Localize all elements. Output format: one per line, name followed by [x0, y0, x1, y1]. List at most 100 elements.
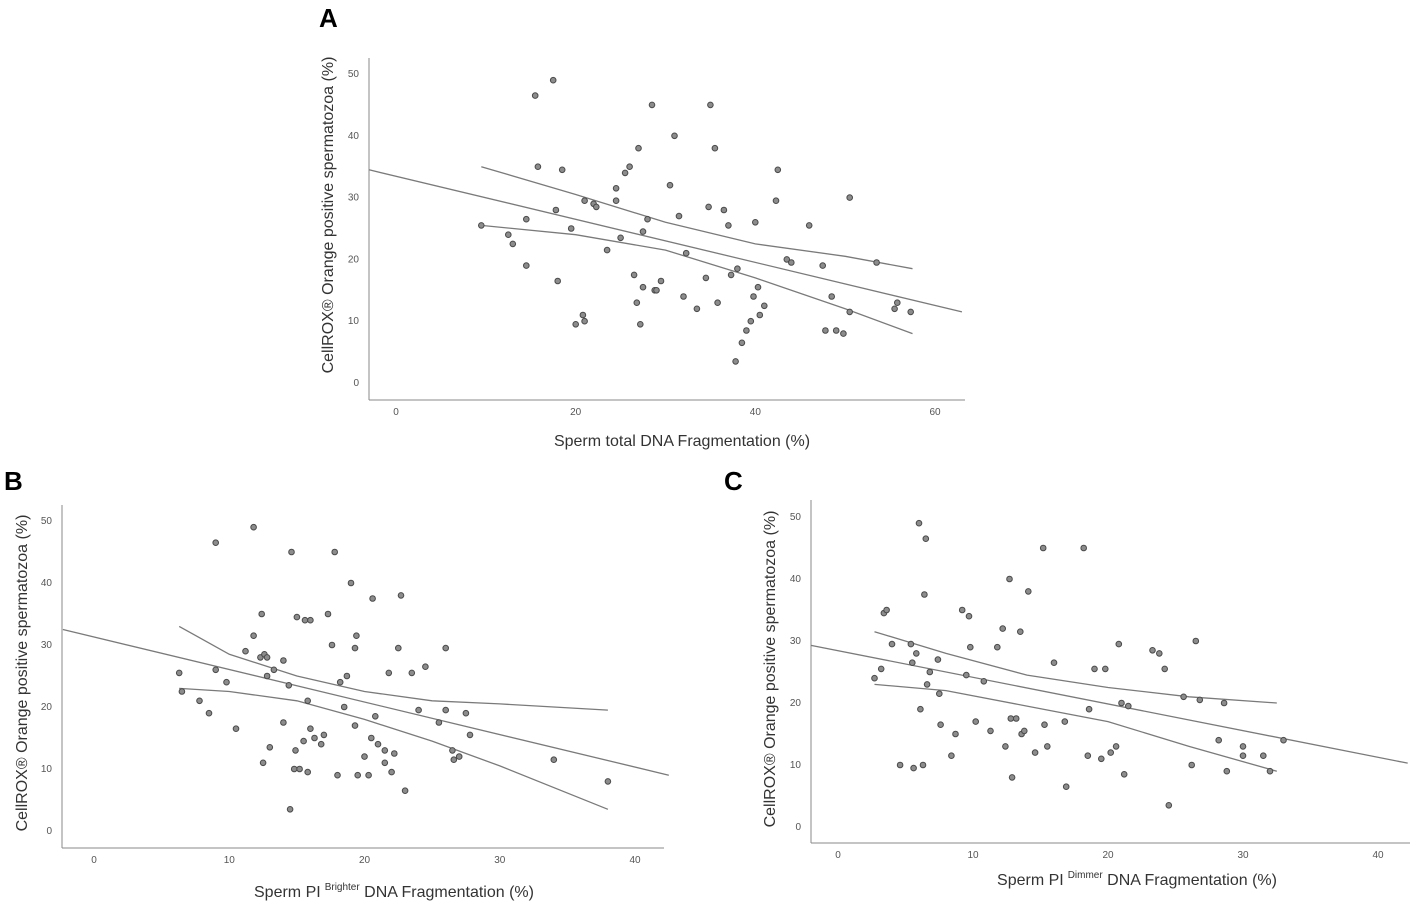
y-tick-label: 30 [790, 636, 802, 647]
data-point [922, 535, 930, 543]
data-point [1031, 749, 1039, 756]
data-point [304, 768, 312, 776]
data-point [871, 674, 878, 682]
data-point [340, 703, 348, 711]
data-point [334, 771, 341, 779]
data-point [1156, 650, 1163, 657]
y-tick-label: 50 [41, 516, 53, 527]
data-point [666, 181, 674, 189]
confidence-band [481, 166, 913, 335]
y-tick-label: 40 [348, 131, 360, 142]
x-label-main: Sperm PI [254, 884, 321, 901]
data-point [1118, 699, 1125, 707]
data-point [175, 669, 183, 677]
data-point [466, 731, 474, 739]
data-point [888, 640, 896, 648]
data-point [994, 643, 1001, 651]
axes [61, 505, 664, 849]
data-point [1007, 715, 1015, 722]
data-point [774, 166, 782, 174]
data-point [550, 756, 558, 764]
data-point [1091, 665, 1098, 673]
panel-letter: C [724, 466, 743, 496]
data-point [250, 632, 257, 640]
data-point [738, 339, 746, 347]
data-point [917, 705, 924, 713]
ci-lower-curve [179, 687, 609, 810]
data-point [280, 719, 287, 726]
data-point [1002, 743, 1009, 750]
x-tick-label: 0 [393, 407, 399, 418]
data-point [948, 752, 955, 760]
data-point [462, 709, 470, 717]
data-point [311, 734, 318, 742]
data-point [1280, 736, 1287, 744]
axes [810, 500, 1410, 844]
data-point [374, 740, 382, 748]
data-point [734, 265, 741, 273]
data-point [317, 740, 325, 748]
data-point [178, 688, 186, 695]
data-point [805, 222, 813, 229]
x-label-tail: DNA Fragmentation (%) [1103, 872, 1277, 889]
data-point [361, 753, 368, 760]
data-point [675, 212, 683, 220]
data-point [1084, 752, 1092, 760]
data-point [630, 271, 638, 279]
panel-b: B 0 10 20 30 40 50 0 10 20 30 40 Sperm PI Brighter… [4, 466, 669, 901]
data-point [1039, 544, 1047, 552]
data-point [307, 725, 314, 733]
x-label-superscript: Brighter [325, 882, 361, 893]
data-point [1223, 767, 1231, 775]
data-point [1107, 749, 1114, 756]
data-point [534, 163, 542, 170]
data-point [263, 672, 271, 680]
data-point [743, 327, 750, 334]
data-point [1012, 715, 1020, 722]
data-point [707, 101, 714, 109]
fit-line [62, 628, 669, 776]
data-point [840, 330, 847, 337]
data-points [175, 523, 612, 813]
data-point [725, 222, 732, 229]
regression-line [62, 628, 669, 776]
data-point [581, 197, 588, 204]
y-tick-label: 10 [41, 764, 53, 775]
data-point [258, 610, 266, 618]
data-point [523, 215, 530, 223]
data-point [324, 610, 332, 618]
data-point [280, 657, 287, 664]
data-point [788, 259, 795, 266]
data-point [732, 358, 739, 365]
data-point [401, 787, 409, 795]
data-point [626, 163, 633, 170]
x-tick-label: 40 [1372, 850, 1384, 861]
x-axis-label: Sperm total DNA Fragmentation (%) [554, 433, 810, 450]
x-tick-labels: 0 20 40 60 [393, 407, 941, 418]
panel-a: A 0 10 20 30 40 50 0 20 40 60 Sperm total DNA Fr… [319, 3, 965, 450]
data-point [572, 321, 580, 328]
data-point [1239, 743, 1247, 750]
data-point [952, 730, 959, 738]
data-point [680, 293, 687, 300]
data-point [351, 644, 359, 652]
x-tick-label: 30 [1237, 850, 1249, 861]
data-point [369, 595, 376, 602]
data-point [478, 222, 485, 229]
data-point [926, 668, 934, 676]
data-point [702, 274, 710, 282]
data-point [301, 616, 309, 624]
data-point [671, 132, 678, 140]
data-point [883, 606, 890, 614]
data-point [653, 287, 660, 294]
data-point [1120, 771, 1128, 778]
data-point [1062, 783, 1070, 791]
data-point [579, 311, 587, 319]
ci-upper-curve [874, 631, 1277, 704]
x-tick-label: 20 [570, 407, 582, 418]
data-point [633, 299, 641, 307]
data-point [353, 632, 360, 640]
data-point [300, 737, 307, 745]
y-tick-label: 50 [348, 69, 360, 80]
data-point [531, 92, 539, 99]
